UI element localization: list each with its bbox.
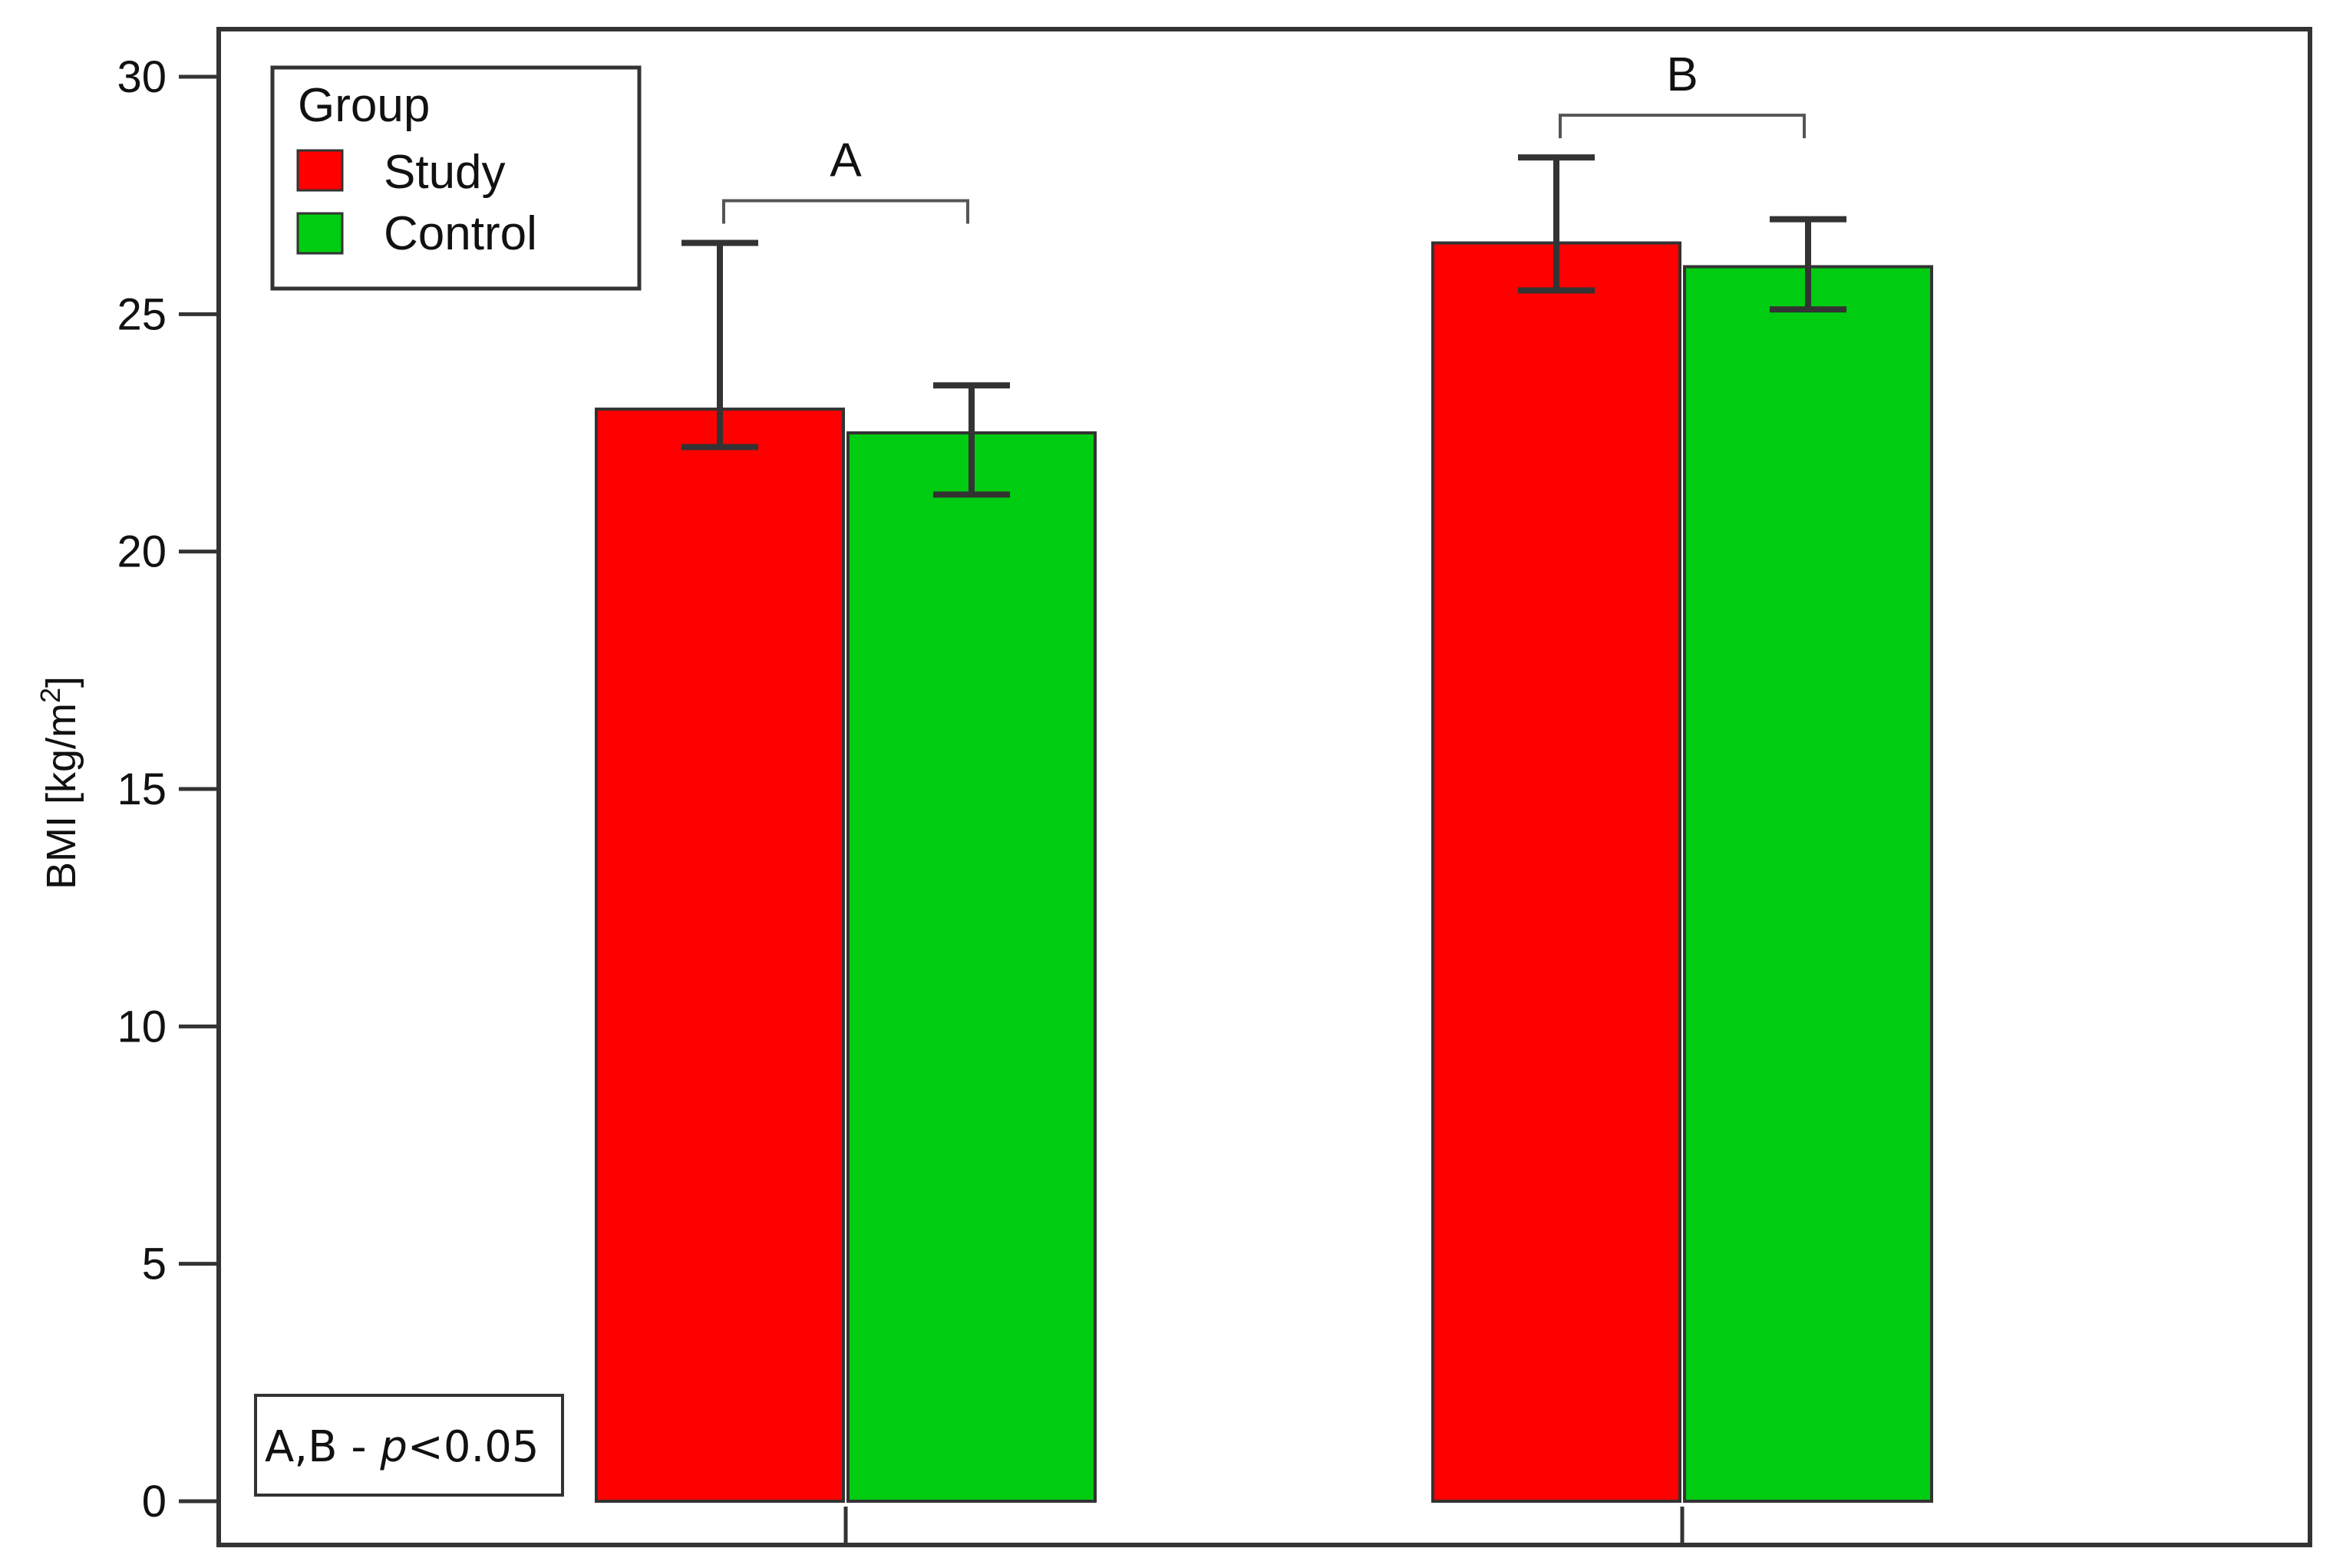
bar-study-0: [595, 408, 845, 1503]
error-bar-study-0: [681, 239, 758, 451]
y-tick-label-0: 0: [142, 1477, 167, 1527]
note-text: A,B - p<0.05: [265, 1422, 540, 1472]
y-tick-label-5: 5: [142, 1240, 167, 1289]
y-axis-title-sup: 2: [35, 688, 66, 703]
legend-swatch-study: [296, 149, 344, 192]
bar-control-0: [846, 431, 1097, 1503]
bar-study-1: [1431, 241, 1681, 1503]
bracket-line: [1559, 114, 1806, 139]
significance-brackets: AB: [722, 48, 1806, 224]
y-tick-label-15: 15: [117, 764, 167, 814]
error-bar-control-1: [1770, 216, 1846, 313]
y-axis-title-close: ]: [38, 676, 84, 688]
legend: Group Study Control: [270, 65, 642, 291]
y-tick-label-10: 10: [117, 1002, 167, 1051]
legend-label-control: Control: [384, 207, 537, 260]
significance-note: A,B - p<0.05: [254, 1394, 564, 1497]
note-p: p: [379, 1422, 408, 1472]
note-prefix: A,B -: [265, 1422, 380, 1472]
bracket-a: A: [722, 134, 969, 224]
y-tick-label-30: 30: [117, 52, 167, 102]
y-tick-label-25: 25: [117, 289, 167, 339]
legend-label-study: Study: [384, 146, 506, 199]
bar-control-1: [1683, 265, 1933, 1503]
y-tick-label-20: 20: [117, 527, 167, 577]
y-axis: 0 5 10 15 20 25 30: [117, 52, 219, 1527]
bracket-b: B: [1559, 48, 1806, 139]
legend-swatch-control: [296, 212, 344, 255]
x-axis-ticks: [843, 1507, 1685, 1545]
error-bar-control-0: [933, 382, 1010, 498]
y-axis-title: BMI [kg/m2]: [35, 676, 84, 890]
note-box: [254, 1394, 564, 1497]
legend-title: Group: [298, 79, 430, 132]
bracket-label: A: [830, 134, 862, 187]
y-axis-title-main: BMI [kg/m: [38, 703, 84, 890]
bars-layer: [595, 241, 1933, 1503]
error-bars-layer: [681, 154, 1846, 498]
note-suffix: <0.05: [408, 1422, 540, 1472]
bracket-line: [722, 199, 969, 224]
error-bar-study-1: [1518, 154, 1595, 294]
bracket-label: B: [1666, 48, 1698, 101]
